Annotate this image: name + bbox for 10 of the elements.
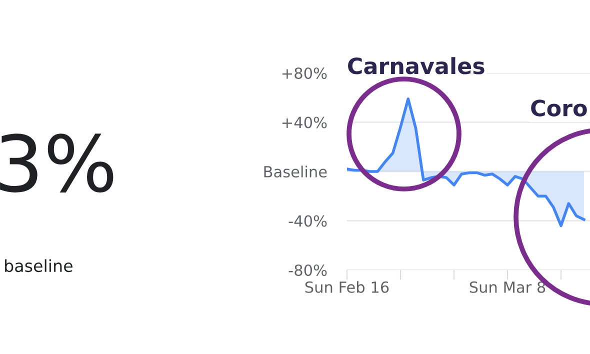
x-tick-label: Sun Feb 16 xyxy=(305,281,389,293)
y-tick-label: Baseline xyxy=(264,166,327,178)
annotation: Carnavales xyxy=(348,57,484,74)
annotation: Coro xyxy=(531,100,587,116)
text: baseline xyxy=(5,259,72,272)
y-tick-label: -40% xyxy=(288,215,327,227)
y-tick-label: -80% xyxy=(288,264,327,276)
y-tick-label: +40% xyxy=(282,116,327,128)
text: 3% xyxy=(0,134,114,192)
y-tick-label: +80% xyxy=(282,67,327,80)
